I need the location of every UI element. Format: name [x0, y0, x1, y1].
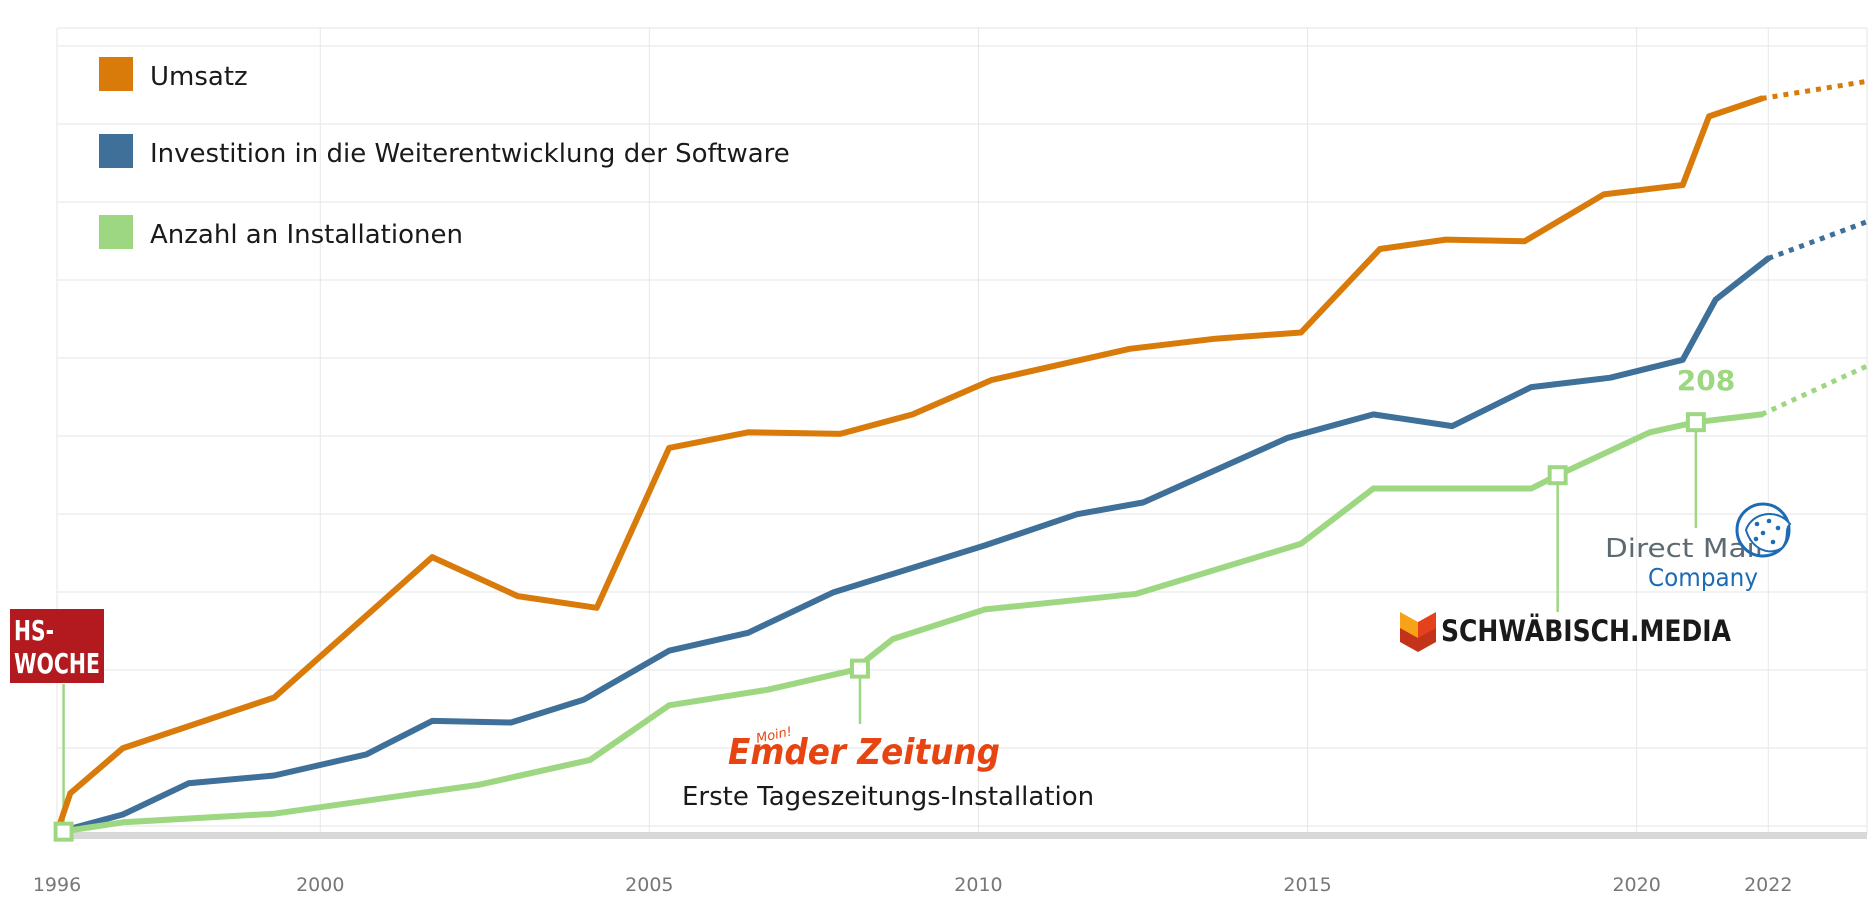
x-tick-label: 2015	[1283, 874, 1331, 896]
series-line-2	[54, 411, 1765, 836]
emder-zeitung-logo: Moin! Emder Zeitung	[728, 725, 1000, 773]
chart-series	[54, 78, 1869, 836]
data-point-marker	[53, 821, 74, 842]
x-tick-label: 2022	[1744, 874, 1792, 896]
emder-zeitung-caption: Erste Tageszeitungs-Installation	[682, 782, 1094, 812]
legend-swatch-umsatz	[99, 57, 133, 91]
legend-swatch-installationen	[99, 215, 133, 249]
legend-label-umsatz: Umsatz	[150, 62, 248, 92]
x-tick-label: 1996	[33, 874, 81, 896]
legend-swatch-investition	[99, 134, 133, 168]
x-axis-ticks: 1996 2000 2005 2010 2015 2020 2022	[33, 874, 1793, 896]
legend-item-installationen: Anzahl an Installationen	[99, 215, 463, 250]
legend-label-investition: Investition in die Weiterentwicklung der…	[150, 139, 790, 169]
series-projection-2	[1760, 363, 1869, 417]
data-point-marker	[1547, 465, 1568, 486]
legend-item-umsatz: Umsatz	[99, 57, 248, 92]
series-line-1	[54, 255, 1772, 836]
series-projection-0	[1761, 78, 1868, 101]
emder-zeitung-logo-tagline: Moin!	[755, 725, 794, 747]
chart-grid	[56, 27, 1868, 834]
series-projection-1	[1767, 219, 1868, 261]
schwaebisch-media-mark-icon	[1400, 612, 1436, 652]
chart-markers	[53, 412, 1706, 842]
direct-mail-logo-line1: Direct Mail	[1605, 534, 1763, 564]
data-point-marker	[849, 658, 870, 679]
x-tick-label: 2020	[1612, 874, 1660, 896]
x-tick-label: 2000	[296, 874, 344, 896]
x-tick-label: 2010	[954, 874, 1002, 896]
legend-item-investition: Investition in die Weiterentwicklung der…	[99, 134, 790, 169]
direct-mail-logo-line2: Company	[1648, 563, 1758, 592]
direct-mail-company-logo: Direct Mail Company	[1605, 502, 1792, 592]
hs-woche-logo-line2: WOCHE	[14, 647, 100, 680]
x-axis-line	[57, 832, 1867, 839]
hs-woche-logo-background	[10, 609, 104, 683]
x-axis-baseline	[57, 832, 1867, 839]
emder-zeitung-logo-name: Emder Zeitung	[728, 732, 1000, 773]
data-point-marker	[1685, 412, 1706, 433]
x-tick-label: 2005	[625, 874, 673, 896]
series-line-0	[54, 95, 1765, 836]
hs-woche-logo-line1: HS-	[14, 614, 54, 647]
schwaebisch-media-logo: SCHWÄBISCH.MEDIA	[1400, 612, 1731, 652]
schwaebisch-media-logo-text: SCHWÄBISCH.MEDIA	[1441, 614, 1731, 648]
legend: Umsatz Investition in die Weiterentwickl…	[99, 57, 790, 250]
installations-value-label: 208	[1677, 364, 1735, 397]
hs-woche-logo: HS- WOCHE	[10, 609, 104, 683]
legend-label-installationen: Anzahl an Installationen	[150, 220, 463, 250]
leopard-icon	[1735, 502, 1792, 558]
